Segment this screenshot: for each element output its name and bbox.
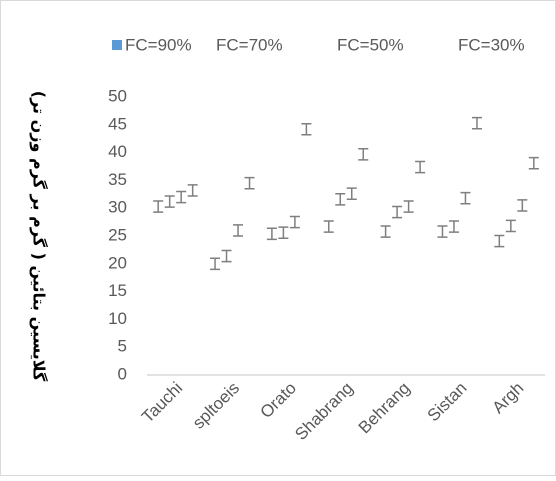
error-bar bbox=[415, 160, 426, 174]
y-tick-label: 20 bbox=[108, 253, 127, 272]
legend-swatch bbox=[112, 40, 122, 50]
legend-label: FC=70% bbox=[216, 35, 283, 54]
legend-label: FC=30% bbox=[458, 35, 525, 54]
y-tick-label: 25 bbox=[108, 225, 127, 244]
error-bar bbox=[403, 200, 414, 213]
error-bar bbox=[505, 219, 516, 233]
error-bar bbox=[335, 192, 346, 206]
error-bar bbox=[176, 190, 187, 204]
y-tick-label: 45 bbox=[108, 114, 127, 133]
error-bar bbox=[437, 225, 448, 238]
error-bar bbox=[301, 122, 312, 136]
error-bar bbox=[358, 147, 369, 161]
error-bar bbox=[164, 195, 175, 208]
error-bar bbox=[153, 200, 164, 213]
y-tick-label: 35 bbox=[108, 170, 127, 189]
error-bar bbox=[244, 176, 255, 190]
y-tick-label: 15 bbox=[108, 281, 127, 300]
error-bar bbox=[392, 205, 403, 219]
legend-label: FC=50% bbox=[337, 35, 404, 54]
y-tick-label: 10 bbox=[108, 309, 127, 328]
legend-swatch bbox=[324, 40, 334, 50]
error-bar bbox=[448, 220, 459, 233]
error-bar bbox=[471, 116, 482, 130]
y-tick-label: 50 bbox=[108, 86, 127, 105]
y-tick-label: 0 bbox=[118, 364, 127, 383]
error-bar bbox=[517, 199, 528, 212]
legend-swatch bbox=[203, 40, 213, 50]
y-tick-label: 5 bbox=[118, 337, 127, 356]
error-bar bbox=[278, 226, 289, 239]
error-bar bbox=[346, 187, 357, 201]
error-bar bbox=[380, 225, 391, 238]
error-bar bbox=[528, 156, 539, 170]
y-tick-label: 30 bbox=[108, 198, 127, 217]
error-bar bbox=[289, 215, 300, 229]
error-bar bbox=[460, 191, 471, 205]
y-axis-title: گلایسین بتائین ( گرم بر گرم وزن تر) bbox=[30, 91, 49, 382]
error-bar bbox=[187, 184, 198, 197]
error-bar bbox=[266, 227, 277, 241]
error-bar bbox=[233, 224, 244, 237]
error-bar bbox=[494, 234, 505, 248]
legend-swatch bbox=[445, 40, 455, 50]
error-bar bbox=[221, 249, 232, 263]
legend-label: FC=90% bbox=[125, 35, 192, 54]
error-bar bbox=[210, 257, 221, 271]
error-bar bbox=[323, 220, 334, 233]
y-tick-label: 40 bbox=[108, 142, 127, 161]
